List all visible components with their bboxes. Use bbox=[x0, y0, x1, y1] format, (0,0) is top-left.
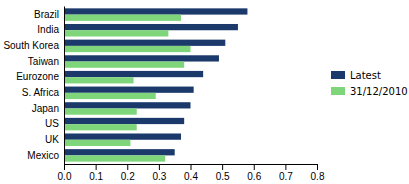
y-tick-label: S. Africa bbox=[22, 87, 60, 98]
legend-label: 31/12/2010 bbox=[350, 86, 408, 97]
bar bbox=[64, 24, 238, 30]
bar-series bbox=[64, 8, 247, 155]
x-tick-mark bbox=[191, 164, 192, 170]
legend-label: Latest bbox=[350, 70, 381, 81]
x-tick-label: 0.5 bbox=[216, 171, 230, 182]
y-tick: India bbox=[37, 24, 59, 35]
y-axis: Brazil India South Korea Taiwan Eurozone S. A… bbox=[3, 7, 64, 165]
x-tick-mark bbox=[96, 164, 97, 170]
x-tick-mark bbox=[254, 164, 255, 170]
x-axis: 0.0 0.1 0.2 0.3 0.4 0.5 0.6 0.7 0.8 bbox=[58, 164, 325, 182]
x-tick-mark bbox=[159, 164, 160, 170]
y-tick-label: Eurozone bbox=[16, 71, 59, 82]
bar bbox=[64, 30, 168, 36]
y-tick-label: India bbox=[37, 24, 59, 35]
y-axis-line bbox=[64, 7, 65, 165]
x-tick-label: 0.6 bbox=[247, 171, 261, 182]
x-axis-line bbox=[65, 165, 318, 171]
y-tick-label: UK bbox=[45, 134, 59, 145]
bar bbox=[64, 108, 137, 114]
y-tick: Japan bbox=[32, 103, 59, 114]
x-tick-mark bbox=[64, 164, 65, 170]
plot: 0.0 0.1 0.2 0.3 0.4 0.5 0.6 0.7 0.8 Brazil India So… bbox=[3, 7, 324, 183]
x-tick-label: 0.7 bbox=[279, 171, 293, 182]
y-tick-label: US bbox=[45, 118, 59, 129]
y-tick-label: Brazil bbox=[34, 9, 59, 20]
bar bbox=[64, 155, 165, 161]
x-tick: 0.5 bbox=[216, 164, 230, 182]
y-tick-label: Japan bbox=[32, 103, 59, 114]
bar bbox=[64, 40, 225, 46]
x-tick-mark bbox=[317, 164, 318, 170]
chart: 0.0 0.1 0.2 0.3 0.4 0.5 0.6 0.7 0.8 Brazil India So… bbox=[0, 0, 409, 184]
bar bbox=[64, 55, 219, 61]
bar bbox=[64, 124, 137, 130]
legend-swatch bbox=[331, 87, 345, 95]
bar-series bbox=[64, 15, 191, 162]
x-tick: 0.3 bbox=[152, 164, 166, 182]
bar bbox=[64, 87, 194, 93]
x-tick-label: 0.4 bbox=[184, 171, 198, 182]
y-tick-label: South Korea bbox=[3, 40, 59, 51]
bar bbox=[64, 8, 247, 14]
bar bbox=[64, 93, 156, 99]
bar bbox=[64, 62, 184, 68]
x-tick: 0.7 bbox=[279, 164, 293, 182]
legend-item: Latest bbox=[331, 70, 381, 81]
y-tick: Eurozone bbox=[16, 71, 59, 82]
bar bbox=[64, 15, 181, 21]
x-tick-label: 0.3 bbox=[152, 171, 166, 182]
x-tick: 0.4 bbox=[184, 164, 198, 182]
x-tick: 0.1 bbox=[89, 164, 103, 182]
legend-swatch bbox=[331, 71, 345, 79]
bar bbox=[64, 102, 191, 108]
y-tick: Mexico bbox=[27, 150, 59, 161]
x-tick-mark bbox=[222, 164, 223, 170]
y-tick: US bbox=[45, 118, 59, 129]
bar bbox=[64, 140, 130, 146]
y-tick-label: Mexico bbox=[27, 150, 59, 161]
x-tick: 0.8 bbox=[311, 164, 325, 182]
y-tick: South Korea bbox=[3, 40, 59, 51]
x-tick-label: 0.1 bbox=[89, 171, 103, 182]
y-tick: UK bbox=[45, 134, 59, 145]
y-tick: Taiwan bbox=[28, 56, 59, 67]
bar bbox=[64, 77, 134, 83]
y-tick-label: Taiwan bbox=[28, 56, 59, 67]
bars bbox=[64, 8, 247, 161]
bar bbox=[64, 149, 175, 155]
legend: Latest 31/12/2010 bbox=[331, 70, 408, 97]
y-tick: S. Africa bbox=[22, 87, 60, 98]
x-tick-mark bbox=[285, 164, 286, 170]
x-tick-label: 0.2 bbox=[121, 171, 135, 182]
x-tick-mark bbox=[127, 164, 128, 170]
bar bbox=[64, 133, 181, 139]
x-tick-label: 0.8 bbox=[311, 171, 325, 182]
x-tick-label: 0.0 bbox=[58, 171, 72, 182]
x-tick: 0.6 bbox=[247, 164, 261, 182]
legend-item: 31/12/2010 bbox=[331, 86, 408, 97]
bar bbox=[64, 46, 191, 52]
x-tick: 0.2 bbox=[121, 164, 135, 182]
y-tick: Brazil bbox=[34, 9, 59, 20]
bar bbox=[64, 118, 184, 124]
x-tick: 0.0 bbox=[58, 164, 72, 182]
bar bbox=[64, 71, 203, 77]
